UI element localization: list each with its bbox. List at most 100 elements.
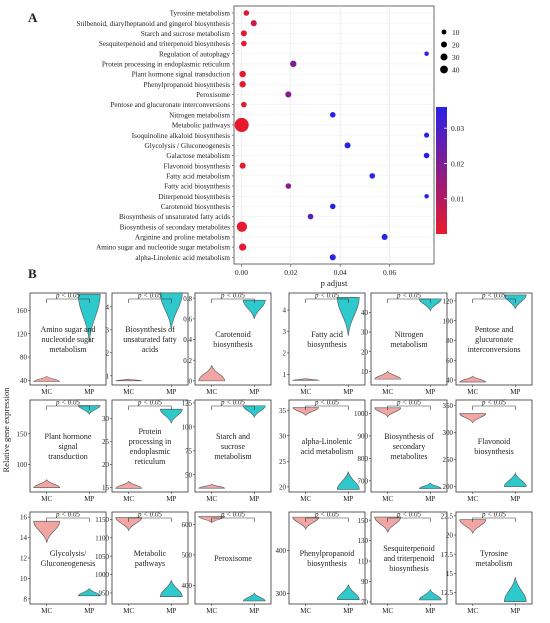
subplot-title: Plant hormone signal transduction (45, 432, 92, 461)
y-tick-label: 1050 (95, 553, 110, 561)
data-point (424, 51, 429, 56)
y-tick-label: 120 (17, 330, 28, 338)
category-label: Isoquinoline alkaloid biosynthesis (132, 132, 230, 140)
data-point (239, 70, 246, 78)
subplot-title-line: Metabolic (134, 549, 167, 558)
violin-mp (418, 588, 442, 601)
x-tick-label: MC (206, 388, 217, 396)
subplot-title-line: pathways (135, 559, 165, 568)
size-legend-dot (440, 41, 448, 48)
violin-mp (503, 471, 527, 487)
violin-mc (33, 520, 61, 543)
subplot-title-line: biosynthesis (307, 340, 347, 349)
subplot-title-line: reticulum (135, 457, 166, 466)
colorbar-label: 0.03 (451, 124, 464, 133)
x-tick-label: MP (425, 495, 435, 503)
violin-mp (242, 299, 266, 319)
y-tick-label: 1000 (95, 571, 110, 579)
subplot-frame (370, 511, 448, 605)
violin-subplot: 300 400 p < 0.05 MC MP Phenylpropanoid biosynt… (276, 511, 366, 615)
y-tick-label: 10 (20, 575, 28, 583)
y-tick-label: 80 (20, 354, 28, 362)
category-label: Biosynthesis of secondary metabolites (120, 223, 231, 231)
subplot-title: Peroxisome (214, 554, 252, 563)
violin-subplot: 40 80 120 160 p < 0.05 MC MP Amino sugar and nuc… (17, 292, 107, 396)
x-tick-label: MP (249, 388, 259, 396)
x-tick-label: MP (249, 607, 259, 615)
category-label: Glycolysis / Gluconeogenesis (145, 142, 231, 150)
subplot-title: Amino sugar and nucleotide sugar metabolis… (40, 325, 95, 354)
y-tick-label: 4 (106, 303, 110, 311)
y-tick-label: 0.6 (183, 315, 192, 323)
y-tick-label: 150 (358, 517, 369, 525)
subplot-title: Protein processing in endoplasmic reticulum (129, 427, 171, 466)
y-tick-label: 160 (17, 307, 28, 315)
significance-bracket (211, 405, 255, 410)
x-tick-label: MP (343, 607, 353, 615)
y-tick-label: 80 (446, 337, 454, 345)
subplot-title-line: Biosynthesis of (384, 432, 434, 441)
category-label: Galactose metabolism (166, 152, 230, 160)
y-tick-label: 350 (443, 402, 454, 410)
y-tick-label: 0.2 (183, 357, 192, 365)
category-label: Phenylpropanoid biosynthesis (144, 81, 231, 89)
y-tick-label: 40 (20, 377, 28, 385)
y-tick-label: 25 (102, 438, 110, 446)
subplot-title-line: acid metabolism (301, 447, 354, 456)
violin-subplot: 8 10 12 14 16 p < 0.05 MC MP Glycolysis/Gluconeo… (20, 511, 107, 615)
data-point (239, 81, 246, 88)
violin-subplot: 12.5 15 17.5 20 22.5 p < 0.05 MC MP Tyrosine meta… (441, 511, 533, 615)
y-tick-label: 75 (185, 447, 193, 455)
subplot-title-line: metabolism (390, 340, 428, 349)
y-tick-label: 600 (182, 521, 193, 529)
violin-subplot: 70 90 110 130 150 p < 0.05 MC MP Sesquiterpenoid… (358, 511, 448, 615)
subplot-title-line: Glycolysis/ (50, 549, 87, 558)
y-tick-label: 0.4 (183, 336, 192, 344)
subplot-title-line: secondary (393, 442, 425, 451)
subplot-title-line: Fatty acid (311, 330, 343, 339)
violin-mp (503, 577, 527, 602)
subplot-title-line: processing in (129, 437, 171, 446)
significance-bracket (305, 405, 349, 410)
significance-label: p < 0.05 (55, 292, 80, 300)
category-label: Diterpenoid biosynthesis (158, 193, 230, 201)
x-tick-label: MC (300, 388, 311, 396)
x-tick-label: MP (84, 495, 94, 503)
data-point (236, 221, 248, 232)
violin-subplot: 15 20 25 30 p < 0.05 MC MP Protein processing in… (102, 399, 189, 503)
y-tick-label: 1100 (95, 534, 109, 542)
category-label: Arginine and proline metabolism (135, 234, 230, 242)
subplot-title-line: alpha-Linolenic (302, 437, 353, 446)
y-tick-label: 16 (20, 514, 28, 522)
data-point (240, 30, 247, 37)
y-tick-label: 15 (446, 570, 454, 578)
subplot-title: Glycolysis/Gluconeogenesis (41, 549, 96, 568)
subplot-title-line: Tyrosine (480, 549, 508, 558)
y-tick-label: 130 (358, 537, 369, 545)
violin-subplot: 950 1000 1050 1100 1150 p < 0.05 MC MP Metabolic… (95, 511, 189, 615)
data-point (290, 60, 297, 68)
category-label: Peroxisome (196, 91, 230, 99)
violin-mc (292, 407, 320, 417)
y-tick-label: 300 (276, 590, 287, 598)
violin-subplot: 10 20 30 40 p < 0.05 MC MP Nitrogen metabolism (361, 292, 448, 396)
x-tick-label: MP (510, 388, 520, 396)
y-tick-label: 30 (279, 432, 287, 440)
subplot-title: Starch and sucrose metabolism (214, 432, 252, 461)
size-legend-dot (440, 65, 448, 74)
colorbar-label: 0.01 (451, 195, 464, 204)
data-point (234, 117, 249, 133)
violin-mp (159, 292, 183, 330)
subplot-title: Biosynthesis of secondary metabolites (384, 432, 434, 461)
y-tick-label: 17.5 (441, 551, 454, 559)
category-label: alpha-Linolenic acid metabolism (135, 254, 230, 262)
subplot-title-line: Amino sugar and (40, 325, 95, 334)
y-tick-label: 0 (189, 377, 193, 385)
category-label: Plant hormone signal transduction (132, 71, 231, 79)
y-tick-label: 15 (102, 484, 110, 492)
y-tick-label: 20 (446, 532, 454, 540)
y-tick-label: 100 (443, 317, 454, 325)
data-point (241, 40, 247, 47)
